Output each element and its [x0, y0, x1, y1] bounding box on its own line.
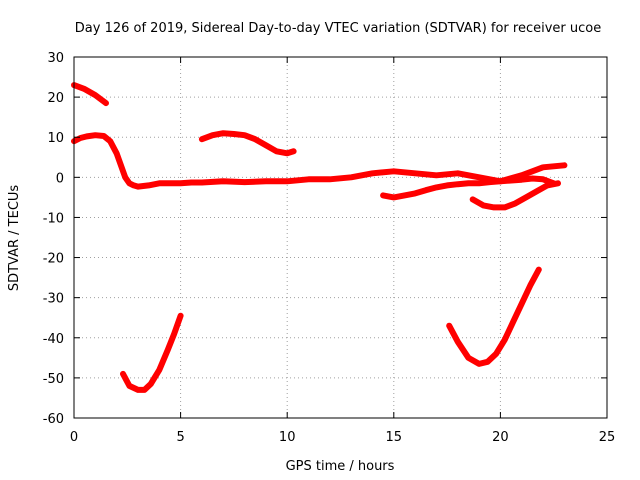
- y-tick-label: -20: [43, 252, 64, 267]
- x-tick-label: 10: [279, 430, 296, 445]
- y-tick-label: -60: [43, 412, 64, 427]
- data-series: [71, 82, 568, 393]
- x-axis-label: GPS time / hours: [286, 459, 395, 474]
- grid: [74, 57, 607, 418]
- y-tick-label: 10: [47, 131, 64, 146]
- series-arc-7: [446, 266, 542, 367]
- x-tick-label: 0: [70, 430, 78, 445]
- x-tick-label: 20: [492, 430, 509, 445]
- y-tick-label: -40: [43, 332, 64, 347]
- axis-ticks: 0 5 10 15 20 25 30 20 10 0 -10 -20 -30 -40 -50 -60: [43, 51, 616, 445]
- y-axis-label: SDTVAR / TECUs: [7, 185, 22, 292]
- x-tick-label: 25: [599, 430, 616, 445]
- series-arc-2: [71, 132, 568, 190]
- y-tick-label: -50: [43, 372, 64, 387]
- series-arc-5: [469, 180, 561, 211]
- series-arc-3: [198, 130, 297, 157]
- chart-title: Day 126 of 2019, Sidereal Day-to-day VTE…: [75, 21, 601, 36]
- y-tick-label: 30: [47, 51, 64, 66]
- y-tick-label: 20: [47, 91, 64, 106]
- x-tick-label: 5: [176, 430, 184, 445]
- series-arc-4: [380, 175, 557, 201]
- y-tick-label: -10: [43, 211, 64, 226]
- y-tick-label: -30: [43, 292, 64, 307]
- y-tick-label: 0: [56, 171, 64, 186]
- series-arc-6: [120, 312, 184, 393]
- x-tick-label: 15: [386, 430, 403, 445]
- plot-frame: [73, 56, 608, 419]
- series-arc-1: [71, 82, 109, 107]
